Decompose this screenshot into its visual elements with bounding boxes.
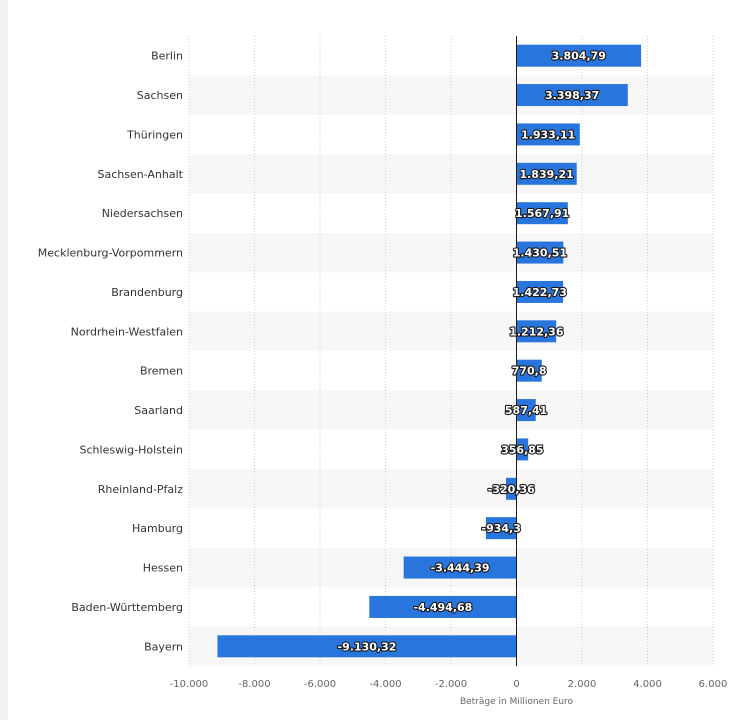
category-label: Nordrhein-Westfalen xyxy=(71,325,183,338)
x-tick-label: -6.000 xyxy=(304,679,336,690)
bar xyxy=(403,556,517,579)
bar xyxy=(516,241,564,264)
data-label: 3.804,79 xyxy=(552,50,606,63)
bar xyxy=(516,359,542,382)
x-tick-label: 0 xyxy=(513,679,519,690)
bar xyxy=(516,280,564,303)
data-label: 1.212,36 xyxy=(509,325,564,338)
data-label: -3.444,39 xyxy=(431,562,490,575)
bar xyxy=(369,595,517,618)
category-label: Brandenburg xyxy=(111,286,183,299)
data-label: 587,41 xyxy=(505,404,547,417)
data-label: 356,85 xyxy=(501,443,543,456)
bar xyxy=(516,44,642,67)
x-tick-label: -2.000 xyxy=(435,679,467,690)
category-label: Bayern xyxy=(144,640,183,653)
chart-card: Berlin 3.804,79 Sachsen 3.398,37 Thüringen 1.… xyxy=(8,0,733,720)
category-label: Hamburg xyxy=(132,522,183,535)
bar xyxy=(516,162,577,185)
row-band xyxy=(189,154,713,194)
category-label: Schleswig-Holstein xyxy=(80,443,183,456)
x-tick-label: -10.000 xyxy=(170,679,209,690)
x-axis-title: Beträge in Millionen Euro xyxy=(460,697,574,707)
bar xyxy=(516,438,529,461)
x-tick-label: 6.000 xyxy=(699,679,728,690)
category-label: Baden-Württemberg xyxy=(71,601,183,614)
data-label: -4.494,68 xyxy=(413,601,472,614)
category-label: Saarland xyxy=(134,404,183,417)
category-label: Sachsen xyxy=(137,89,183,102)
category-label: Bremen xyxy=(140,365,183,378)
data-label: -934,3 xyxy=(482,522,521,535)
row-band xyxy=(189,469,713,509)
category-label: Hessen xyxy=(143,562,183,575)
bar xyxy=(516,202,568,225)
category-label: Niedersachsen xyxy=(102,207,183,220)
bar xyxy=(217,635,517,658)
data-label: 1.567,91 xyxy=(515,207,569,220)
bar xyxy=(516,84,628,107)
data-label: 1.839,21 xyxy=(519,168,573,181)
bar xyxy=(506,477,517,500)
bar xyxy=(516,123,580,146)
bar xyxy=(516,399,536,422)
data-label: 3.398,37 xyxy=(545,89,599,102)
category-label: Rheinland-Pfalz xyxy=(98,483,183,496)
data-label: 770,8 xyxy=(512,365,547,378)
category-label: Sachsen-Anhalt xyxy=(97,168,183,181)
category-label: Mecklenburg-Vorpommern xyxy=(38,247,183,260)
category-label: Berlin xyxy=(151,50,183,63)
data-label: 1.430,51 xyxy=(513,247,567,260)
category-label: Thüringen xyxy=(126,128,183,141)
x-tick-label: 4.000 xyxy=(633,679,662,690)
bar xyxy=(485,517,517,540)
x-tick-label: -8.000 xyxy=(238,679,270,690)
bar xyxy=(516,320,557,343)
data-label: 1.933,11 xyxy=(521,128,575,141)
data-label: -9.130,32 xyxy=(338,640,397,653)
x-tick-label: 2.000 xyxy=(568,679,597,690)
bar-chart: Berlin 3.804,79 Sachsen 3.398,37 Thüringen 1.… xyxy=(38,36,728,707)
data-label: -320,36 xyxy=(488,483,535,496)
x-tick-label: -4.000 xyxy=(369,679,401,690)
data-label: 1.422,73 xyxy=(513,286,567,299)
